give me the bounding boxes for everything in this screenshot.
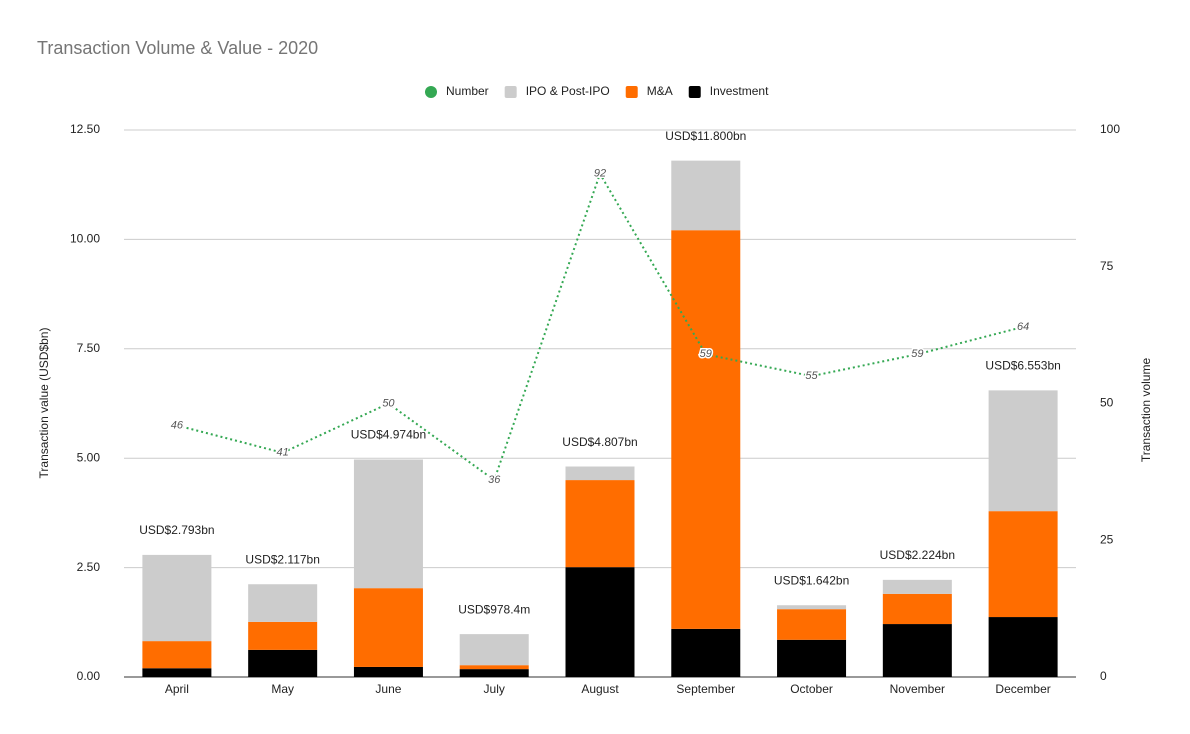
- line-series: [176, 171, 1024, 482]
- bar-segment: [777, 609, 847, 640]
- point-label: 55: [805, 370, 818, 382]
- bar-segment: [565, 480, 635, 568]
- point-label: 92: [594, 168, 606, 180]
- bar-segment: [248, 621, 318, 650]
- point-label: 64: [1017, 321, 1029, 333]
- bar-segment: [882, 579, 952, 594]
- y-axis-title: Transaction value (USD$bn): [37, 328, 51, 479]
- y-tick-label: 7.50: [77, 341, 101, 355]
- y-tick-label: 5.00: [77, 450, 101, 464]
- point-label: 59: [700, 348, 712, 360]
- bar-segment: [142, 668, 212, 677]
- legend-label: Number: [446, 84, 489, 98]
- bar-segment: [353, 588, 423, 667]
- bar-segment: [882, 593, 952, 625]
- x-tick-label: September: [676, 682, 735, 696]
- y2-tick-label: 100: [1100, 122, 1120, 136]
- total-label: USD$1.642bn: [774, 573, 849, 587]
- bar-segment: [988, 390, 1058, 512]
- legend-label: IPO & Post-IPO: [526, 84, 610, 98]
- legend-label: M&A: [647, 84, 673, 98]
- x-tick-label: August: [581, 682, 619, 696]
- y2-tick-label: 50: [1100, 396, 1114, 410]
- legend-swatch: [625, 86, 638, 98]
- point-label: 46: [171, 419, 184, 431]
- x-tick-label: July: [484, 682, 505, 696]
- bar-segment: [459, 665, 529, 670]
- bar-segment: [353, 666, 423, 677]
- chart-title: Transaction Volume & Value - 2020: [37, 38, 318, 58]
- x-tick-label: May: [271, 682, 294, 696]
- bar-segment: [459, 669, 529, 677]
- y-tick-label: 12.50: [70, 122, 100, 136]
- bar-segment: [777, 639, 847, 677]
- bar-segment: [671, 160, 741, 231]
- x-tick-label: October: [790, 682, 833, 696]
- bar-segment: [459, 634, 529, 666]
- legend-label: Investment: [710, 84, 769, 98]
- bar-segment: [565, 466, 635, 481]
- x-tick-label: June: [375, 682, 401, 696]
- bar-segment: [565, 567, 635, 677]
- total-label: USD$2.793bn: [139, 523, 214, 537]
- bar-segment: [777, 605, 847, 610]
- total-label: USD$2.117bn: [245, 553, 320, 567]
- total-label: USD$4.807bn: [562, 435, 637, 449]
- point-label: 41: [277, 447, 289, 459]
- bar-segment: [671, 230, 741, 629]
- bar-segment: [142, 641, 212, 669]
- total-label: USD$2.224bn: [880, 548, 955, 562]
- total-label: USD$4.974bn: [351, 428, 426, 442]
- y2-axis-title: Transaction volume: [1139, 358, 1153, 463]
- point-label: 50: [382, 397, 395, 409]
- y2-tick-label: 25: [1100, 532, 1114, 546]
- y-tick-label: 0.00: [77, 669, 101, 683]
- point-label: 59: [911, 348, 923, 360]
- bar-segment: [988, 617, 1058, 677]
- bar-segment: [248, 649, 318, 677]
- total-label: USD$6.553bn: [985, 358, 1060, 372]
- bar-segment: [353, 459, 423, 589]
- bar-segment: [988, 511, 1058, 618]
- x-tick-label: April: [165, 682, 189, 696]
- total-label: USD$978.4m: [458, 602, 530, 616]
- y2-tick-label: 0: [1100, 669, 1107, 683]
- point-label: 36: [488, 474, 501, 486]
- bar-segment: [248, 584, 318, 622]
- legend-swatch: [425, 86, 437, 98]
- y-tick-label: 2.50: [77, 560, 101, 574]
- bar-segment: [671, 628, 741, 677]
- x-tick-label: November: [890, 682, 945, 696]
- bar-segment: [142, 554, 212, 642]
- total-label: USD$11.800bn: [665, 129, 746, 143]
- bar-segment: [882, 624, 952, 677]
- y-tick-label: 10.00: [70, 232, 100, 246]
- legend-swatch: [504, 86, 517, 98]
- x-tick-label: December: [995, 682, 1050, 696]
- y2-tick-label: 75: [1100, 259, 1114, 273]
- legend-swatch: [688, 86, 701, 98]
